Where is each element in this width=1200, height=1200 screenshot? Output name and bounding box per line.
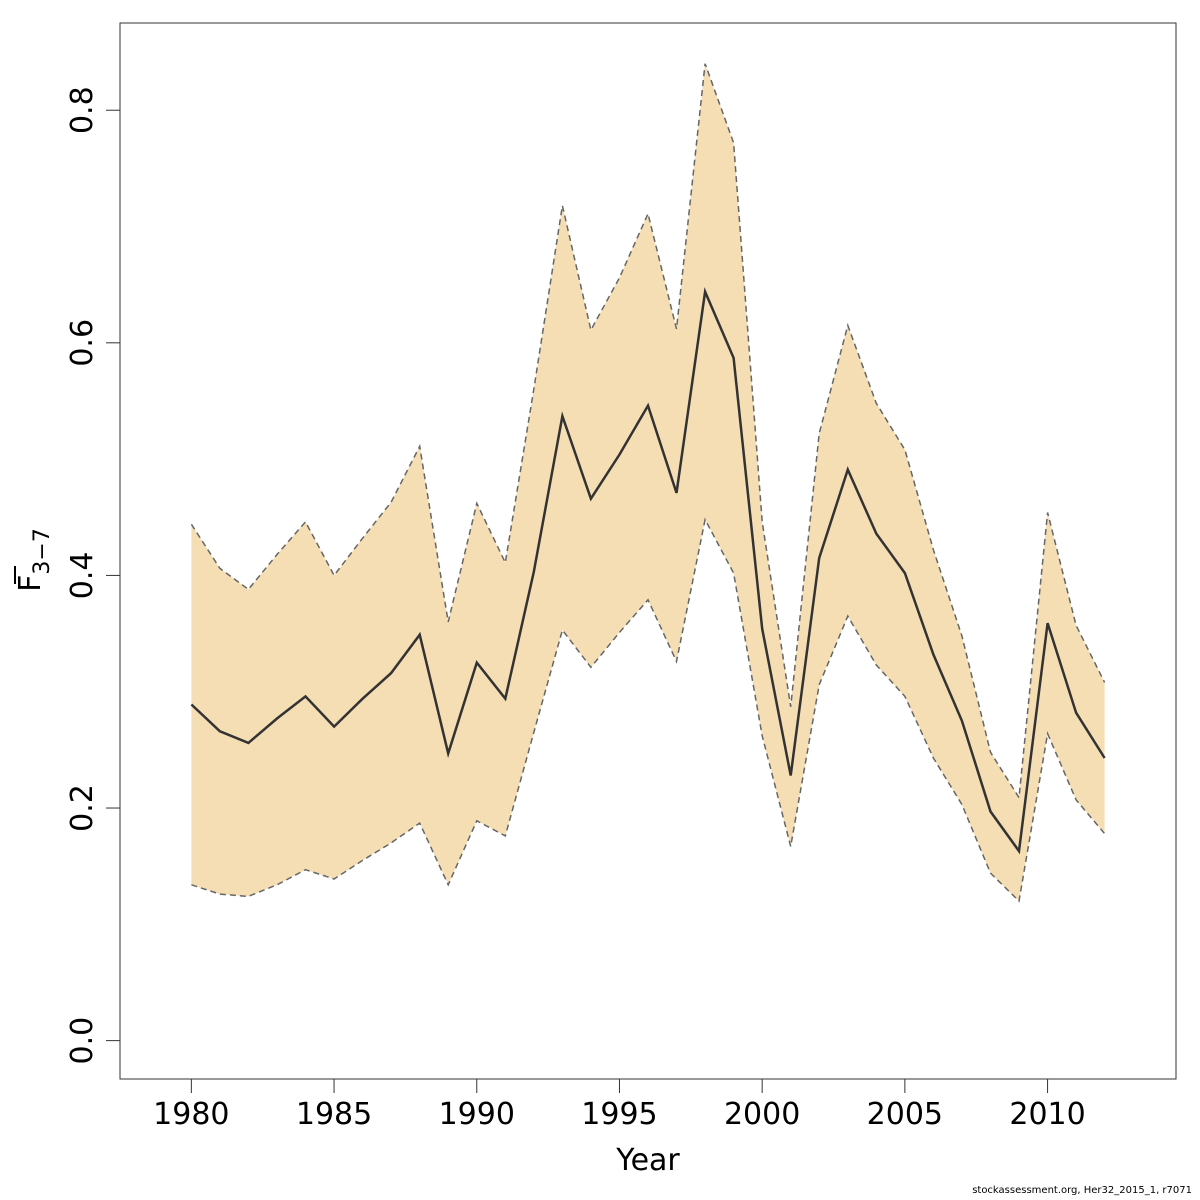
x-axis-title: Year	[615, 1143, 680, 1178]
y-tick-label: 0.0	[65, 1017, 100, 1065]
svg-text:F3−7: F3−7	[13, 528, 55, 592]
lower-bound-line	[191, 517, 1106, 903]
upper-bound-line	[190, 63, 1106, 800]
confidence-band	[191, 63, 1105, 902]
x-tick-label: 1995	[581, 1097, 657, 1132]
y-axis-title-main: F	[13, 575, 48, 592]
y-tick-label: 0.2	[65, 784, 100, 832]
y-axis: 0.0 0.2 0.4 0.6 0.8	[65, 86, 121, 1065]
x-tick-label: 2005	[867, 1097, 943, 1132]
x-tick-label: 2000	[724, 1097, 800, 1132]
x-tick-label: 1990	[439, 1097, 515, 1132]
y-axis-title: F3−7	[13, 528, 55, 592]
estimate-line	[190, 287, 1106, 855]
x-tick-label: 1985	[296, 1097, 372, 1132]
x-tick-label: 2010	[1009, 1097, 1085, 1132]
x-axis: 1980 1985 1990 1995 2000 2005 2010	[153, 1078, 1086, 1132]
y-tick-label: 0.6	[65, 319, 100, 367]
y-axis-title-subscript: 3−7	[30, 528, 55, 574]
footer-note: stockassessment.org, Her32_2015_1, r7071	[972, 1185, 1192, 1196]
y-tick-label: 0.4	[65, 552, 100, 600]
x-tick-label: 1980	[153, 1097, 229, 1132]
y-tick-label: 0.8	[65, 86, 100, 134]
